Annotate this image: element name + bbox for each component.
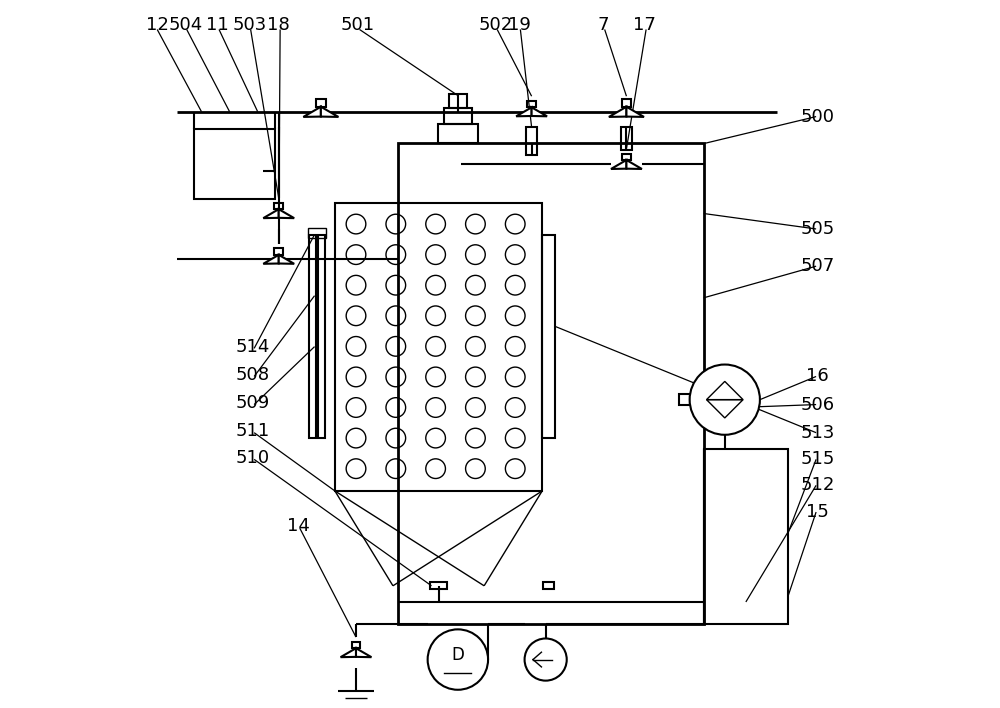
Text: 509: 509	[236, 394, 270, 412]
Polygon shape	[626, 160, 642, 169]
Bar	[274, 249, 283, 255]
Text: 18: 18	[267, 16, 290, 34]
Bar	[526, 127, 537, 155]
Bar	[316, 100, 326, 107]
Bar	[309, 234, 316, 438]
Polygon shape	[516, 108, 532, 116]
Text: 504: 504	[168, 16, 202, 34]
Bar	[438, 124, 478, 143]
Bar	[622, 154, 631, 160]
Text: 507: 507	[800, 257, 835, 275]
Circle shape	[690, 365, 760, 435]
Text: 512: 512	[800, 476, 835, 494]
Text: 515: 515	[800, 450, 835, 469]
Polygon shape	[341, 649, 356, 657]
Text: 12: 12	[146, 16, 169, 34]
Text: 510: 510	[236, 449, 270, 467]
Text: 506: 506	[800, 396, 835, 413]
Bar	[543, 582, 554, 589]
Text: 501: 501	[341, 16, 375, 34]
Polygon shape	[356, 649, 371, 657]
Text: 500: 500	[801, 108, 835, 125]
Polygon shape	[321, 107, 338, 117]
Bar	[318, 234, 325, 438]
Polygon shape	[609, 107, 626, 117]
Bar	[527, 101, 536, 108]
Bar	[352, 642, 360, 649]
Bar	[444, 108, 472, 124]
Text: 14: 14	[287, 517, 310, 535]
Bar	[308, 227, 326, 238]
Text: 505: 505	[800, 220, 835, 238]
Bar	[704, 449, 788, 624]
Bar	[679, 394, 690, 405]
Bar	[430, 582, 447, 589]
Bar	[542, 234, 555, 438]
Text: 502: 502	[479, 16, 513, 34]
Text: 7: 7	[598, 16, 609, 34]
Text: 19: 19	[508, 16, 530, 34]
Bar	[274, 202, 283, 209]
Text: 503: 503	[232, 16, 266, 34]
Circle shape	[428, 629, 488, 690]
Text: 15: 15	[806, 503, 829, 521]
Bar	[194, 130, 275, 200]
Text: 16: 16	[806, 367, 829, 385]
Polygon shape	[626, 107, 644, 117]
Polygon shape	[303, 107, 321, 117]
Bar	[621, 127, 632, 150]
Text: D: D	[451, 646, 464, 664]
Polygon shape	[611, 160, 626, 169]
Bar	[449, 94, 467, 108]
Text: 17: 17	[633, 16, 656, 34]
Text: 514: 514	[236, 338, 270, 356]
Polygon shape	[279, 209, 294, 218]
Polygon shape	[263, 209, 279, 218]
Text: 11: 11	[206, 16, 229, 34]
Text: 508: 508	[236, 366, 270, 384]
Bar	[335, 203, 542, 491]
Circle shape	[525, 639, 567, 680]
Polygon shape	[532, 108, 547, 116]
Text: 513: 513	[800, 423, 835, 442]
Bar	[398, 143, 704, 624]
Bar	[622, 100, 631, 107]
Polygon shape	[263, 255, 279, 264]
Text: 511: 511	[236, 422, 270, 440]
Polygon shape	[279, 255, 294, 264]
